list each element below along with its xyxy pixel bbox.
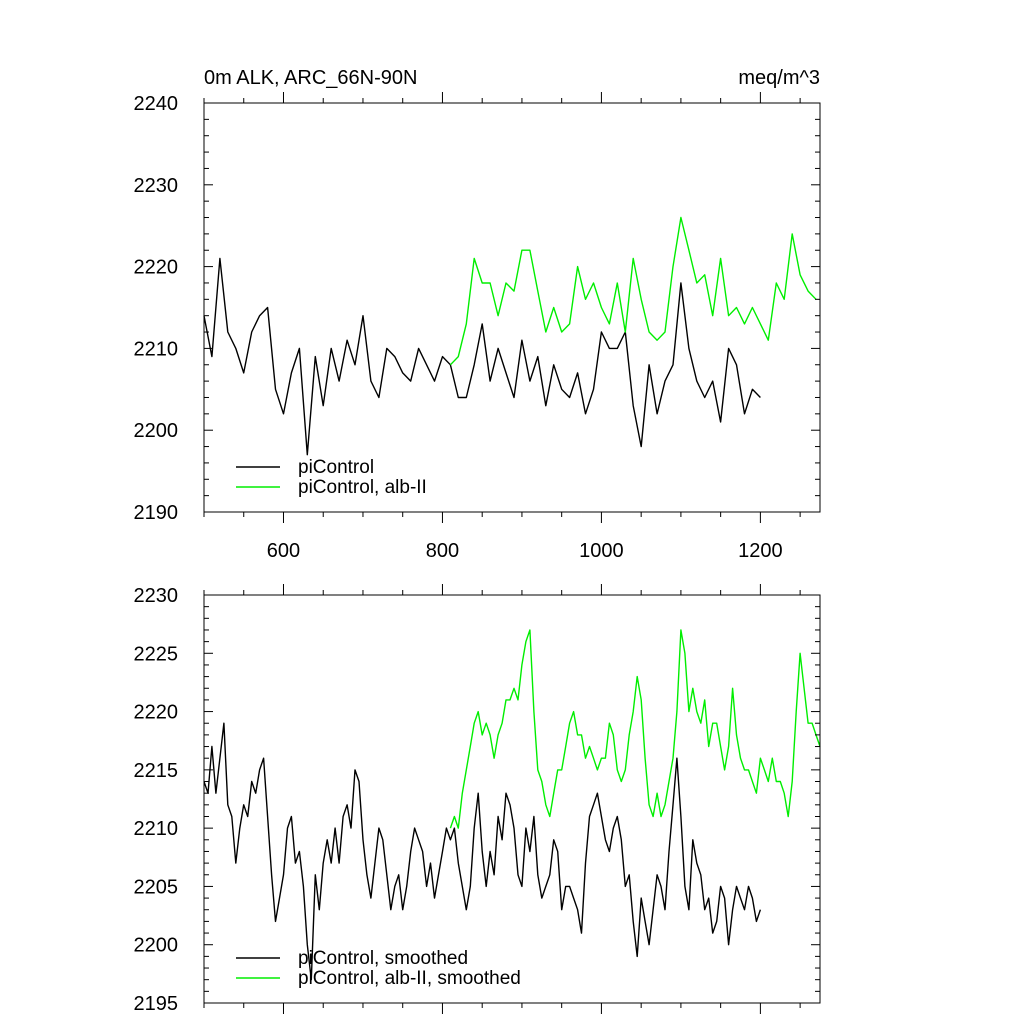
y-tick-label: 2200 [134,935,179,957]
y-tick-label: 2205 [134,876,179,898]
y-tick-label: 2210 [134,338,179,360]
chart-title: 0m ALK, ARC_66N-90N [204,67,417,89]
series-line-picontrol-alb-ii [449,216,817,366]
y-tick-label: 2215 [134,760,179,782]
x-tick-label: 1200 [738,540,783,562]
plot-frame [203,594,821,1004]
y-tick-label: 2190 [134,502,179,524]
series-layer [203,629,821,981]
x-tick-label: 800 [426,540,459,562]
legend: piControl, smoothed piControl, alb-II, s… [236,948,521,989]
axis-ticks: 2195 2200 2205 2210 2215 2220 2225 2230 [134,584,820,1015]
legend-label-alb-ii: piControl, alb-II [298,477,427,498]
axis-ticks: 2190 2200 2210 2220 2230 2240 600 800 1000 1200 [134,92,820,562]
y-tick-label: 2195 [134,993,179,1015]
y-tick-label: 2225 [134,643,179,665]
y-tick-label: 2210 [134,818,179,840]
series-line-picontrol-smoothed [203,722,762,981]
legend-label-picontrol: piControl [298,457,374,478]
y-tick-label: 2230 [134,585,179,607]
legend-label-alb-ii-smoothed: piControl, alb-II, smoothed [298,968,521,989]
x-tick-label: 1000 [579,540,624,562]
top-panel: 0m ALK, ARC_66N-90N meq/m^3 2190 2200 2210… [134,67,821,562]
x-tick-label: 600 [267,540,300,562]
y-tick-label: 2220 [134,702,179,724]
bottom-panel: 2195 2200 2205 2210 2215 2220 2225 2230 piContr… [134,584,821,1015]
series-layer [203,216,817,456]
plot-frame [203,102,821,513]
series-line-picontrol-alb-ii-smoothed [449,629,821,829]
y-tick-label: 2240 [134,93,179,115]
legend-label-picontrol-smoothed: piControl, smoothed [298,948,468,969]
y-tick-label: 2220 [134,257,179,279]
series-line-picontrol [203,257,761,456]
legend: piControl piControl, alb-II [236,457,427,498]
y-tick-label: 2200 [134,420,179,442]
y-tick-label: 2230 [134,175,179,197]
units-label: meq/m^3 [738,67,820,89]
